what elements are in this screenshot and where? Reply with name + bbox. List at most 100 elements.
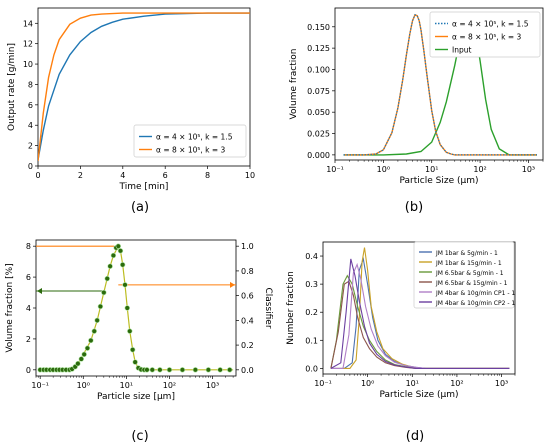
data-point [127, 328, 133, 334]
data-point [75, 360, 81, 367]
data-point [217, 367, 223, 373]
data-point [104, 275, 110, 282]
y-axis-label: Output rate [g/min] [7, 43, 17, 131]
y-tick-label: 10 [23, 60, 33, 69]
y-tick-label: 0.050 [307, 108, 330, 117]
x-tick-label: 10⁻¹ [326, 165, 344, 174]
fit-line [69, 244, 234, 371]
y-tick-label: 0.150 [307, 23, 330, 32]
series-line-0 [343, 14, 537, 156]
x-tick-label: 10³ [495, 379, 508, 388]
data-point [91, 328, 97, 334]
caption-c: (c) [131, 429, 149, 444]
data-point [101, 289, 107, 296]
y-tick-label: 4 [28, 121, 33, 130]
data-point [124, 305, 130, 311]
plot-frame [37, 7, 251, 167]
y-tick-label: 0.000 [307, 151, 330, 160]
y2-axis-label: Classifier [263, 287, 273, 328]
y-tick-label: 8 [26, 242, 31, 251]
x-tick-label: 10² [473, 165, 486, 174]
y-tick-label: 4 [26, 304, 31, 313]
data-point [78, 356, 84, 362]
data-point [117, 248, 124, 254]
legend-entry: JM 6.5bar & 5g/min - 1 [435, 270, 504, 277]
chart-d: 10⁻¹ 10⁰ 10¹ 10² 10³ 0.0 0.1 0.2 0.3 0.4 Particle … [286, 241, 515, 400]
chart-a: 0 2 4 6 8 10 0 2 4 6 8 10 12 14 Time [min] Output rate … [7, 7, 255, 192]
y-tick-label: 0.025 [307, 130, 330, 139]
x-tick-label: 10⁰ [377, 165, 390, 174]
legend-entry: JM 6.5bar & 15g/min - 1 [435, 280, 508, 287]
x-tick-label: 10⁻¹ [31, 381, 49, 390]
series-line-1 [38, 12, 250, 161]
x-axis-label: Particle Size (μm) [380, 390, 459, 400]
legend-entry: JM 1bar & 5g/min - 1 [435, 250, 498, 257]
x-tick-label: 4 [120, 171, 125, 180]
x-tick-label: 10¹ [120, 381, 133, 390]
y-tick-label: 8 [28, 80, 33, 89]
y-tick-label: 2 [28, 142, 33, 151]
y2-tick-label: 0.6 [241, 292, 254, 301]
data-point [144, 367, 150, 373]
x-tick-label: 10³ [206, 381, 219, 390]
x-tick-label: 10² [450, 379, 463, 388]
caption-d: (d) [405, 429, 425, 444]
data-point [192, 367, 199, 373]
data-point [132, 359, 138, 365]
y-tick-label: 0.4 [305, 252, 318, 261]
data-point [115, 243, 122, 249]
caption-a: (a) [130, 200, 150, 215]
y-tick-label: 0 [28, 162, 33, 171]
x-tick-label: 6 [163, 171, 168, 180]
x-tick-label: 2 [78, 171, 83, 180]
legend-entry: α = 8 × 10⁵, k = 3 [452, 33, 522, 42]
y2-tick-label: 1.0 [241, 242, 254, 251]
x-tick-label: 0 [35, 171, 40, 180]
legend-entry: α = 4 × 10⁵, k = 1.5 [156, 133, 233, 142]
legend-entry: JM 4bar & 10g/min CP2 - 1 [435, 300, 515, 307]
data-point [97, 303, 104, 310]
legend-entry: α = 8 × 10⁵, k = 3 [156, 146, 226, 155]
data-point [157, 367, 163, 373]
plot-frame [334, 7, 544, 161]
y2-tick-label: 0.8 [241, 267, 254, 276]
arrow-head-right [230, 281, 235, 288]
y-tick-label: 6 [28, 101, 33, 110]
data-point [88, 337, 94, 344]
y-tick-label: 14 [23, 19, 33, 28]
y-axis-label: Volume fraction [%] [5, 263, 15, 352]
x-tick-label: 10 [245, 171, 255, 180]
y-tick-label: 0.075 [307, 87, 330, 96]
series-line-5 [330, 258, 510, 369]
plot-frame [35, 239, 237, 377]
y-tick-label: 0.100 [307, 65, 330, 74]
data-point [179, 367, 186, 373]
y-axis-label: Volume fraction [289, 49, 299, 120]
series-line-4 [330, 262, 510, 369]
x-axis-label: Particle Size (μm) [400, 176, 479, 186]
data-point [205, 367, 212, 373]
arrow-head-left [37, 288, 42, 294]
x-tick-label: 8 [205, 171, 210, 180]
data-point [84, 345, 91, 351]
legend-entry: Input [452, 46, 471, 55]
y-tick-label: 0.1 [305, 336, 318, 345]
y2-tick-label: 0.4 [241, 316, 254, 325]
legend-box [133, 124, 247, 158]
chart-b: 10⁻¹ 10⁰ 10¹ 10² 10³ 0.000 0.025 0.050 0.075 0.10… [289, 7, 544, 186]
x-tick-label: 10⁻¹ [314, 379, 332, 388]
y-tick-label: 0.2 [305, 308, 318, 317]
y-tick-label: 12 [23, 40, 33, 49]
y-tick-label: 0.3 [305, 280, 318, 289]
legend-box [413, 241, 515, 309]
legend-entry: JM 4bar & 10g/min CP1 - 1 [435, 290, 515, 297]
y-tick-label: 2 [26, 335, 31, 344]
x-tick-label: 10¹ [406, 379, 419, 388]
data-point [81, 351, 87, 358]
data-point [94, 317, 100, 324]
data-point [129, 347, 136, 353]
x-tick-label: 10⁰ [361, 379, 374, 388]
x-axis-label: Time [min] [119, 182, 169, 192]
x-axis-label: Particle size [μm] [97, 392, 175, 402]
x-tick-label: 10² [163, 381, 176, 390]
